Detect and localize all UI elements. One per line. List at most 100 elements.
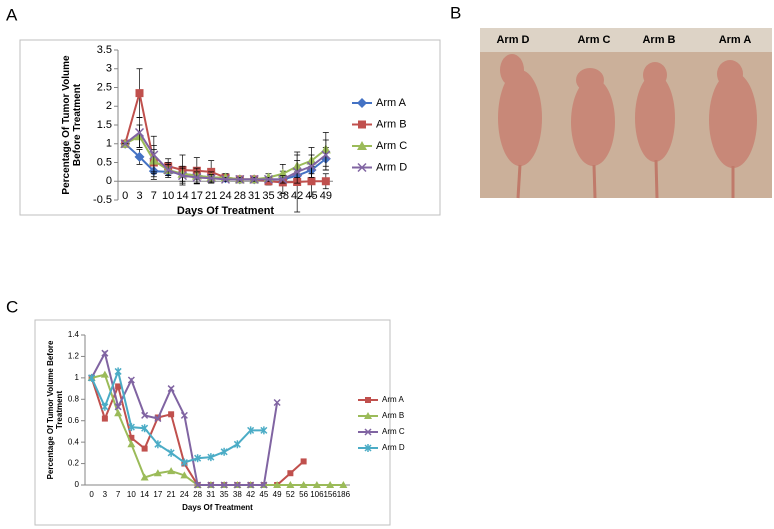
marker — [247, 481, 255, 489]
marker — [339, 481, 348, 488]
legend-label: Arm A — [376, 97, 407, 109]
marker-part — [364, 428, 372, 436]
marker — [101, 415, 108, 422]
y-tick-label: 3.5 — [97, 44, 112, 56]
marker — [357, 141, 367, 150]
y-tick-label: 0 — [106, 175, 112, 187]
marker-part — [192, 172, 202, 183]
y-tick-label: 2.5 — [97, 81, 112, 93]
y-tick-label: 0.2 — [68, 459, 80, 468]
marker-part — [312, 481, 321, 488]
marker — [154, 440, 162, 449]
x-tick-label: 14 — [140, 490, 149, 499]
marker-part — [365, 397, 371, 403]
marker-part — [292, 167, 302, 177]
marker-part — [180, 411, 188, 419]
legend-entry: Arm B — [352, 118, 407, 130]
x-tick-label: 31 — [248, 190, 260, 202]
legend-entry: Arm C — [352, 140, 407, 152]
marker-part — [141, 411, 149, 419]
marker — [153, 469, 162, 477]
marker — [114, 367, 122, 376]
legend-label: Arm D — [382, 443, 405, 452]
marker — [220, 481, 228, 489]
marker-part — [357, 162, 367, 173]
marker — [194, 454, 202, 463]
marker — [357, 98, 367, 108]
marker-part — [321, 177, 330, 186]
marker-part — [167, 385, 175, 393]
marker-part — [233, 481, 241, 489]
legend-label: Arm B — [376, 118, 407, 130]
legend-entry: Arm A — [358, 395, 404, 404]
marker-part — [134, 151, 145, 162]
x-tick-label: 7 — [116, 490, 121, 499]
legend-entry: Arm D — [352, 161, 407, 173]
marker — [88, 373, 96, 382]
marker — [207, 481, 215, 489]
marker-part — [321, 150, 331, 160]
mouse-tail — [592, 164, 597, 199]
x-tick-label: 186 — [337, 490, 351, 499]
marker-part — [358, 120, 366, 129]
marker-part — [194, 481, 202, 489]
marker — [114, 409, 123, 417]
y-tick-label: 1.4 — [68, 330, 80, 339]
x-tick-label: 156 — [323, 490, 337, 499]
marker — [134, 151, 145, 162]
y-tick-label: 0.6 — [68, 416, 80, 425]
marker — [134, 127, 145, 138]
marker — [149, 150, 159, 160]
marker-part — [220, 174, 231, 184]
panel-label: B — [450, 3, 461, 22]
marker — [286, 481, 295, 488]
x-tick-label: 0 — [89, 490, 94, 499]
marker — [168, 411, 175, 418]
x-tick-label: 17 — [191, 190, 203, 202]
x-tick-label: 3 — [136, 190, 142, 202]
x-axis-title: Days Of Treatment — [182, 503, 253, 512]
marker-part — [101, 349, 109, 357]
marker-part — [220, 481, 228, 489]
photo-label: Arm C — [577, 34, 610, 46]
marker — [194, 481, 202, 489]
marker — [141, 445, 148, 452]
legend-entry: Arm C — [358, 427, 405, 436]
marker-part — [101, 415, 108, 422]
mouse — [498, 70, 542, 166]
marker-part — [286, 481, 295, 488]
y-tick-label: -0.5 — [93, 194, 112, 206]
photo: Arm D Arm C Arm B Arm A — [480, 28, 772, 199]
marker — [192, 172, 202, 183]
marker — [167, 467, 176, 475]
photo-label: Arm D — [496, 34, 529, 46]
marker-part — [300, 458, 307, 465]
x-axis-title: Days Of Treatment — [177, 205, 275, 217]
marker — [287, 470, 294, 477]
marker — [299, 481, 308, 488]
y-tick-label: 1.5 — [97, 119, 112, 131]
x-tick-label: 10 — [127, 490, 136, 499]
marker — [273, 398, 281, 407]
marker — [321, 177, 330, 186]
panel-label: A — [6, 5, 18, 24]
marker-part — [207, 481, 215, 489]
marker-part — [115, 383, 122, 390]
marker-part — [167, 467, 176, 475]
x-tick-label: 31 — [206, 490, 215, 499]
legend-entry: Arm B — [358, 411, 404, 420]
marker — [357, 162, 367, 173]
x-tick-label: 38 — [233, 490, 242, 499]
marker-part — [306, 161, 317, 171]
marker — [300, 458, 307, 465]
y-axis-title: Percentage Of Tumor Volume Before Treatm… — [45, 340, 64, 480]
marker-part — [135, 89, 144, 98]
marker — [180, 471, 189, 479]
marker — [207, 453, 215, 462]
marker-part — [357, 141, 367, 150]
legend-label: Arm A — [382, 395, 404, 404]
marker-part — [100, 370, 109, 378]
marker-part — [141, 445, 148, 452]
marker — [220, 174, 231, 184]
